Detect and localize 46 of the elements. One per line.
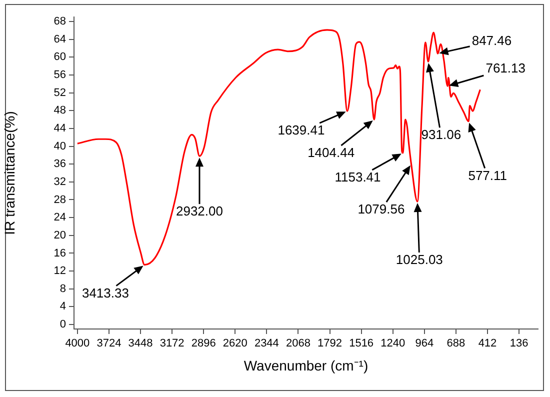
x-tick-label: 1792 [318,338,342,350]
y-tick-label: 60 [54,51,66,64]
annotation: 3413.33 [82,285,129,300]
x-tick-label: 3448 [128,338,153,350]
y-tick-label: 48 [54,104,66,117]
annotation: 2932.00 [176,204,223,219]
y-tick-label: 68 [54,15,66,28]
x-tick-label: 2896 [191,338,216,350]
annotation: 1079.56 [358,202,405,217]
x-tick-label: 3724 [96,338,122,350]
x-tick-label: 2344 [254,338,279,350]
x-tick-label: 688 [446,338,466,350]
y-tick-label: 20 [54,229,66,242]
y-tick-label: 28 [54,194,66,206]
y-tick-label: 40 [54,140,66,152]
annotation: 1404.44 [308,145,355,160]
y-tick-label: 0 [60,318,66,331]
x-tick-label: 4000 [65,338,90,350]
annotation: 761.13 [486,60,526,76]
x-tick-label: 1516 [349,338,374,350]
y-tick-label: 56 [54,68,66,81]
y-tick-label: 44 [54,122,66,134]
x-tick-label: 964 [415,338,434,350]
y-tick-label: 64 [54,33,66,46]
y-tick-label: 8 [60,282,66,295]
annotation: 1153.41 [334,170,381,185]
x-axis-title: Wavenumber (cm⁻¹) [244,357,368,374]
x-tick-label: 2068 [286,338,310,350]
y-tick-label: 24 [54,212,66,224]
x-tick-label: 1240 [380,338,406,350]
x-tick-label: 2620 [222,338,248,350]
y-tick-label: 32 [54,176,66,188]
y-axis-title: IR transmittance(%) [1,111,18,235]
y-tick-label: 16 [54,247,66,260]
y-tick-label: 36 [54,158,66,170]
y-tick-label: 4 [60,300,66,313]
annotation: 1639.41 [278,122,325,138]
x-tick-label: 412 [478,338,497,350]
annotation: 577.11 [468,168,508,183]
x-tick-label: 3172 [160,338,184,350]
y-tick-label: 12 [54,265,66,278]
y-tick-label: 52 [54,86,66,99]
x-tick-label: 136 [510,338,528,350]
annotation: 931.06 [421,127,462,142]
annotation: 1025.03 [396,252,443,268]
annotation: 847.46 [472,33,512,48]
